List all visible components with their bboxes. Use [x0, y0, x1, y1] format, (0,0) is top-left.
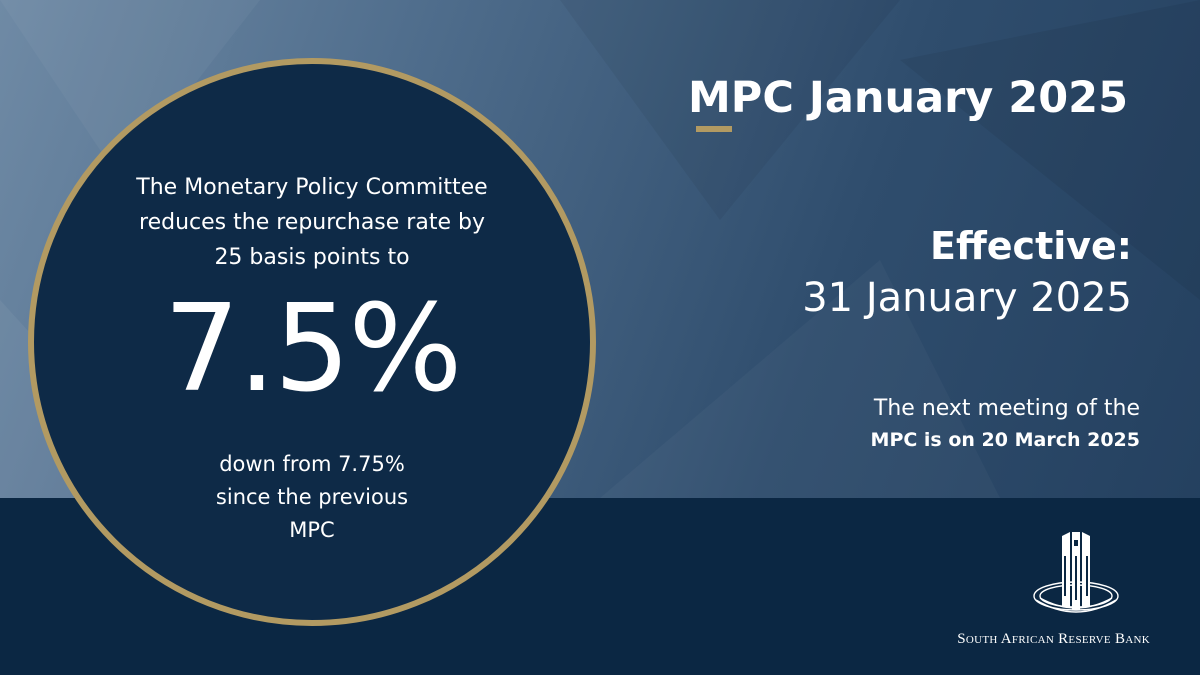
- next-meeting-line-2: MPC is on 20 March 2025: [870, 429, 1140, 451]
- intro-line-1: The Monetary Policy Committee: [136, 175, 488, 200]
- intro-line-3: 25 basis points to: [214, 245, 410, 270]
- reserve-bank-tower-icon: [1033, 532, 1119, 613]
- previous-rate-note: down from 7.75% since the previous MPC: [152, 448, 472, 547]
- intro-line-2: reduces the repurchase rate by: [139, 210, 485, 235]
- next-meeting-line-1: The next meeting of the: [873, 396, 1140, 421]
- title-underline: [696, 126, 732, 132]
- effective-date: 31 January 2025: [802, 275, 1132, 321]
- page-title: MPC January 2025: [688, 73, 1128, 123]
- note-line-1: down from 7.75%: [219, 452, 405, 476]
- rate-decision-text: The Monetary Policy Committee reduces th…: [94, 170, 530, 275]
- note-line-3: MPC: [289, 518, 335, 542]
- note-line-2: since the previous: [215, 485, 409, 509]
- rate-circle: The Monetary Policy Committee reduces th…: [28, 58, 596, 626]
- repo-rate-value: 7.5%: [163, 280, 463, 419]
- effective-label: Effective:: [930, 224, 1132, 268]
- bank-name: South African Reserve Bank: [957, 631, 1150, 647]
